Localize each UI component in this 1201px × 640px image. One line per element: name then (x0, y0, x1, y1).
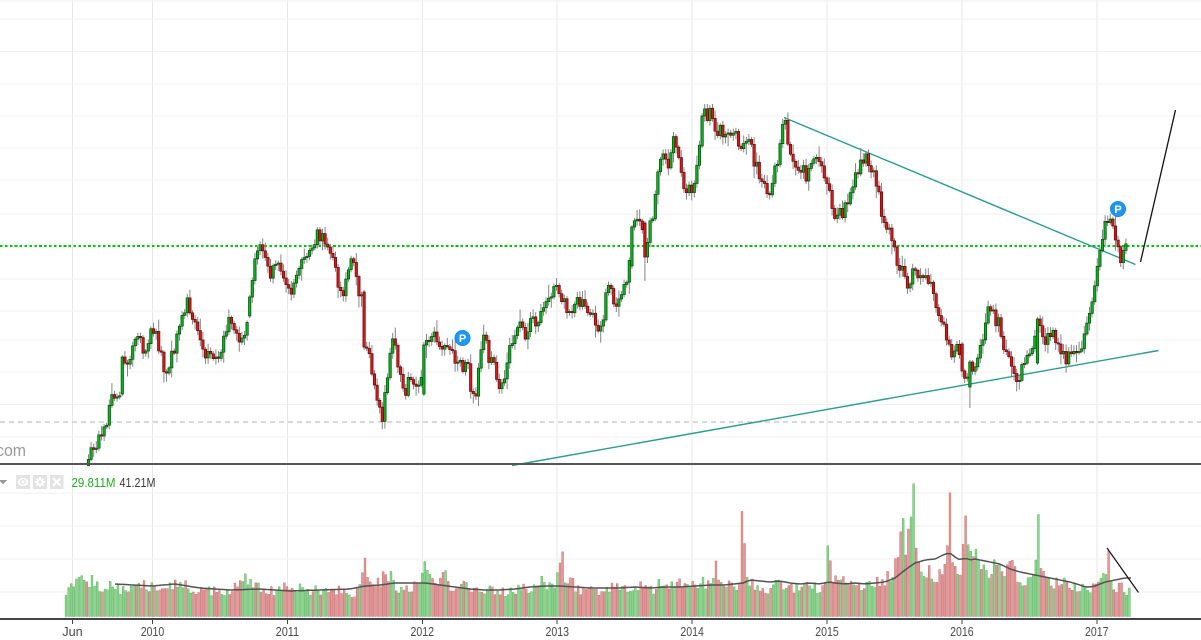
svg-text:29.811M: 29.811M (72, 476, 116, 490)
svg-text:P: P (459, 333, 466, 345)
svg-text:2013: 2013 (545, 624, 569, 639)
svg-text:2014: 2014 (680, 624, 704, 639)
svg-text:P: P (1114, 204, 1121, 216)
svg-text:Jun: Jun (62, 624, 83, 639)
svg-text:41.21M: 41.21M (120, 476, 156, 490)
svg-text:2015: 2015 (815, 624, 839, 639)
svg-text:2012: 2012 (411, 624, 435, 639)
svg-text:2011: 2011 (276, 624, 300, 639)
svg-text:2017: 2017 (1085, 624, 1109, 639)
svg-text:com: com (0, 441, 26, 460)
svg-text:2010: 2010 (141, 624, 165, 639)
svg-text:2016: 2016 (950, 624, 974, 639)
